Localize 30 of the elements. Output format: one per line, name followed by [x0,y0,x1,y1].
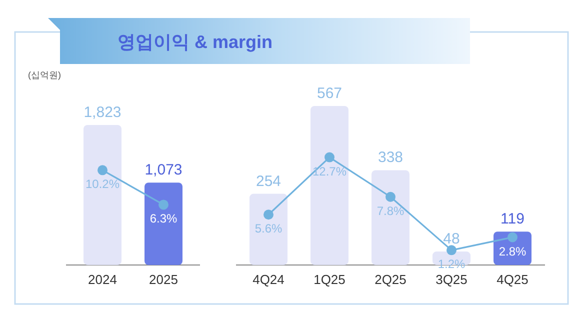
x-tick-label: 3Q25 [436,272,468,287]
bar [372,170,410,265]
point [508,232,518,242]
data-label: 10.2% [85,177,120,192]
data-label: 48 [443,230,460,248]
data-label: 1,823 [84,104,122,121]
data-label: 7.8% [376,204,404,218]
chart-title: 영업이익 & margin [117,32,273,52]
data-label: 338 [378,149,404,166]
data-label: 2.8% [498,244,526,258]
bar [310,106,348,265]
data-label: 5.6% [254,222,282,236]
x-tick-label: 1Q25 [314,272,346,287]
x-tick-label: 2024 [88,272,117,287]
point [324,152,334,162]
data-label: 119 [500,210,524,228]
bar [250,194,288,265]
y-axis-title: (십억원) [28,70,61,80]
point [264,210,274,220]
point [386,192,396,202]
data-label: 12.7% [312,164,347,178]
x-tick-label: 2Q25 [374,272,406,287]
point [446,245,456,256]
data-label: 1,073 [144,162,182,179]
data-label: 254 [256,172,282,190]
x-tick-label: 4Q25 [496,272,528,287]
data-label: 6.3% [150,212,178,226]
data-label: 567 [316,85,342,102]
x-tick-label: 4Q24 [252,272,284,287]
x-tick-label: 2025 [149,272,178,287]
